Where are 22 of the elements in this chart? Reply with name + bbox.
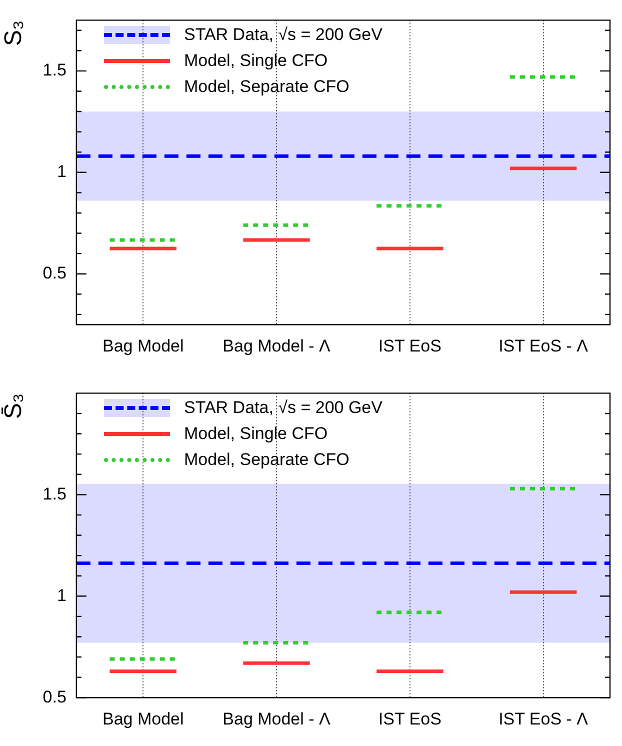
x-tick-label: IST EoS [378,709,442,728]
y-tick-label: 1 [56,162,66,182]
legend-label: Model, Single CFO [184,424,328,444]
legend-label: STAR Data, √s = 200 GeV [184,25,382,45]
x-tick-label: Bag Model - Λ [222,336,332,356]
x-tick-label: IST EoS - Λ [498,709,589,728]
legend-label: STAR Data, √s = 200 GeV [184,398,382,418]
x-tick-label: Bag Model [102,709,184,728]
x-tick-label: Bag Model - Λ [222,709,332,728]
y-tick-label: 0.5 [42,264,66,283]
y-tick-label: 1.5 [42,484,66,504]
y-axis-title: S̄₃ [0,393,28,419]
legend-label: Model, Separate CFO [184,77,350,97]
y-axis-title: S₃ [0,20,28,46]
x-tick-label: IST EoS [378,336,442,356]
y-tick-label: 0.5 [42,687,66,706]
legend-label: Model, Separate CFO [184,450,350,470]
legend-label: Model, Single CFO [184,51,328,71]
x-tick-label: IST EoS - Λ [498,336,589,356]
y-tick-label: 1 [56,586,66,605]
y-tick-label: 1.5 [42,60,66,80]
x-tick-label: Bag Model [102,336,184,356]
